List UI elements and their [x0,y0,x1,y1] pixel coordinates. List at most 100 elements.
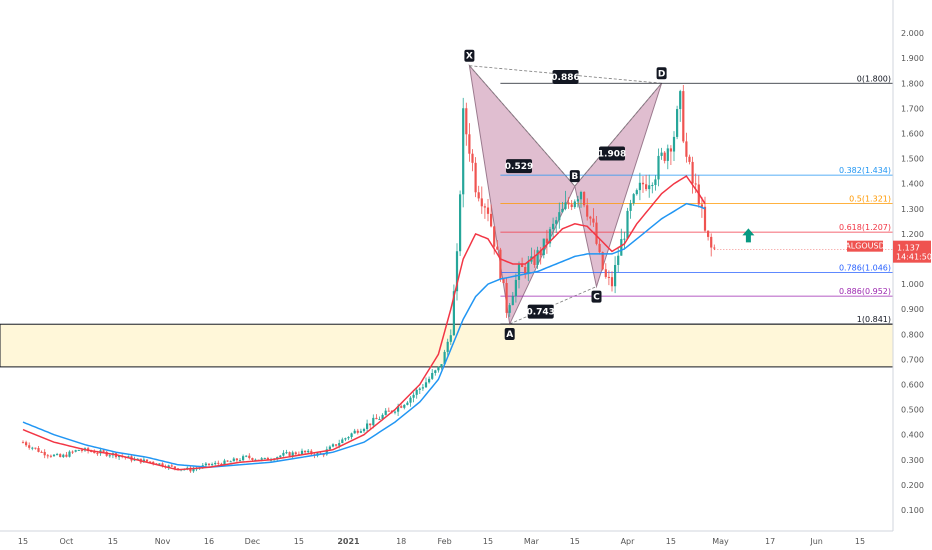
fib-level-label: 1(0.841) [857,315,891,324]
candle-body [235,458,238,461]
fib-level-label: 0.382(1.434) [839,166,891,175]
candle-body [443,351,446,365]
pattern-dashed-leg [469,65,576,187]
candle-body [651,185,654,187]
candle-body [428,378,431,383]
candle-body [59,454,62,458]
y-tick-label: 0.500 [901,406,924,415]
candle-body [403,404,406,408]
candle-body [322,454,325,456]
candle-body [710,236,713,248]
x-tick-label: 17 [765,537,775,546]
pattern-point-label: X [466,52,473,62]
candle-body [291,452,294,456]
candle-body [356,430,359,433]
candle-body [229,461,232,463]
candle-body [676,109,679,137]
candle-body [71,451,74,453]
ma-fast-line [22,175,706,471]
candle-body [34,447,37,449]
ratio-label: 0.529 [505,162,533,172]
candle-body [40,451,43,453]
candle-body [93,451,96,454]
x-tick-label: Feb [438,537,452,546]
candle-body [74,450,77,452]
candle-body [37,448,40,452]
candle-body [707,230,710,237]
candle-body [167,465,170,468]
x-tick-label: 15 [666,537,676,546]
candle-body [586,205,589,217]
candle-body [663,152,666,161]
ma-slow-line [22,202,706,469]
y-tick-label: 0.700 [901,355,924,364]
candle-body [282,452,285,456]
candle-body [477,192,480,199]
candle-body [614,264,617,287]
candle-body [279,455,282,458]
candle-body [592,218,595,223]
candle-body [375,417,378,420]
pattern-dashed-leg [574,83,662,187]
y-tick-label: 0.400 [901,431,924,440]
candle-body [285,452,288,454]
candle-body [378,419,381,421]
fib-level-label: 0.786(1.046) [839,264,891,273]
countdown-label: 14:41:50 [896,253,932,262]
pattern-point-badge [464,49,475,62]
x-tick-label: 15 [570,537,580,546]
candle-body [387,410,390,412]
y-tick-label: 1.900 [901,54,924,63]
x-tick-label: 15 [483,537,493,546]
candle-body [263,457,266,459]
candle-body [449,335,452,342]
candle-body [533,256,536,265]
candle-body [564,202,567,209]
candle-body [307,450,310,453]
ratio-badge [599,146,625,161]
pattern-point-label: A [506,330,513,340]
candle-body [335,444,338,446]
candle-body [238,460,242,462]
candle-body [576,199,579,202]
candle-body [713,247,716,249]
candle-body [62,454,65,458]
y-tick-label: 0.300 [901,456,924,465]
candle-body [459,194,462,252]
candle-body [145,459,149,462]
candle-body [424,382,428,388]
candle-body [372,417,375,426]
candle-body [508,305,511,313]
candle-body [409,397,412,403]
candle-body [682,91,685,142]
candle-body [21,442,25,444]
y-tick-label: 1.600 [901,129,924,138]
candle-body [589,216,592,219]
ratio-label: 0.743 [526,308,554,318]
candle-body [648,185,651,190]
candle-body [68,451,71,457]
candle-body [703,206,707,231]
candle-body [149,461,152,463]
candle-body [527,261,530,274]
x-tick-label: Nov [155,537,171,546]
candle-body [211,464,214,466]
candle-body [226,460,229,462]
candle-body [545,238,548,244]
candle-body [266,457,269,461]
x-tick-label: May [712,537,729,546]
candle-body [381,414,384,420]
candle-body [570,204,573,208]
bullish-arrow-icon [742,228,755,243]
candle-body [421,387,424,389]
candle-body [558,212,561,221]
candle-body [654,179,657,186]
candle-body [511,296,514,306]
candle-body [499,249,502,280]
symbol-tag-label: ALGOUSD [845,242,885,251]
candle-body [31,447,34,449]
ratio-label: 0.886 [551,73,579,83]
candle-body [567,202,570,205]
candle-body [341,439,344,444]
